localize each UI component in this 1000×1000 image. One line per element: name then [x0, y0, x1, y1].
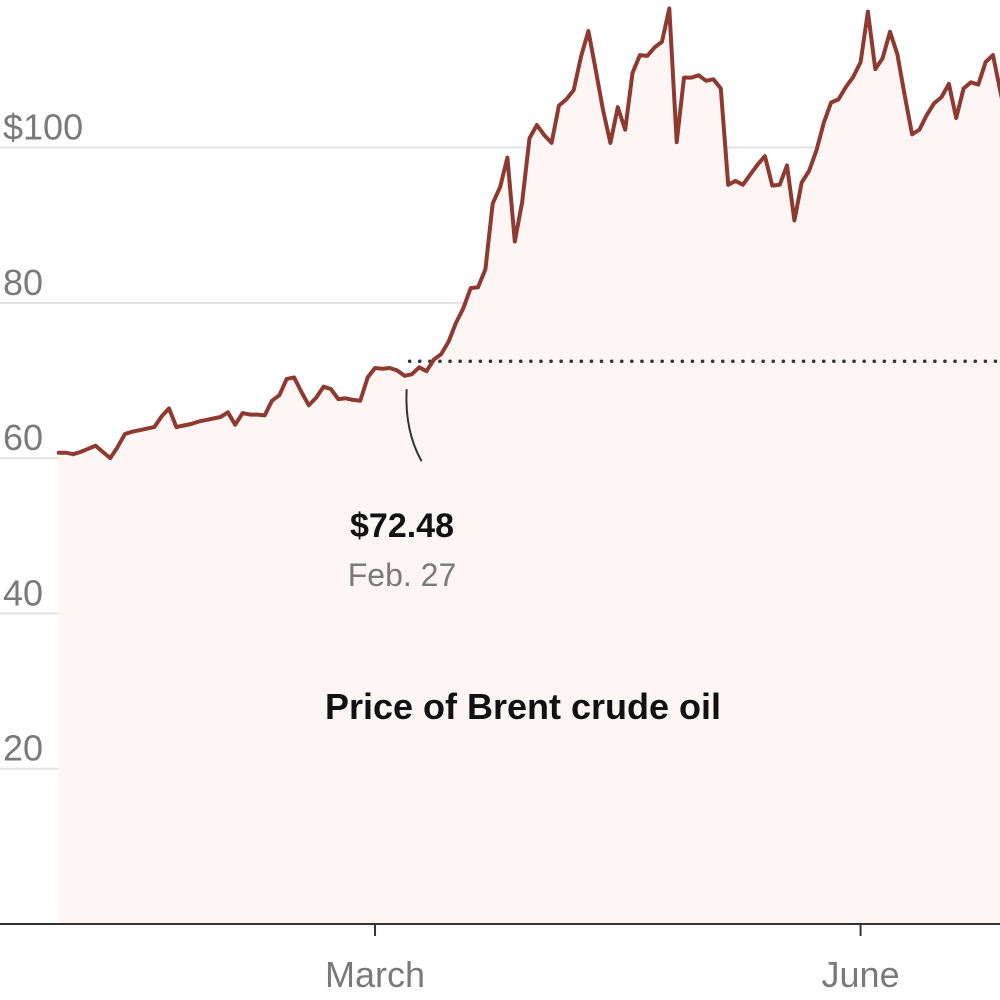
y-tick-label: 40: [3, 572, 43, 613]
y-tick-label: 20: [3, 728, 43, 769]
y-tick-label: 60: [3, 417, 43, 458]
x-tick-label: June: [822, 954, 900, 995]
x-tick-label: March: [325, 954, 425, 995]
annotation-date: Feb. 27: [348, 557, 457, 593]
annotation-leader-line: [405, 389, 423, 462]
annotation-value: $72.48: [350, 507, 454, 545]
x-axis-ticks: March June: [325, 924, 900, 995]
chart-title: Price of Brent crude oil: [325, 686, 721, 727]
price-line: [56, 6, 1000, 461]
y-tick-label: 80: [3, 262, 43, 303]
price-area: [58, 8, 1000, 924]
y-axis-ticks: $100 80 60 40 20: [3, 107, 83, 769]
y-tick-label: $100: [3, 107, 83, 148]
